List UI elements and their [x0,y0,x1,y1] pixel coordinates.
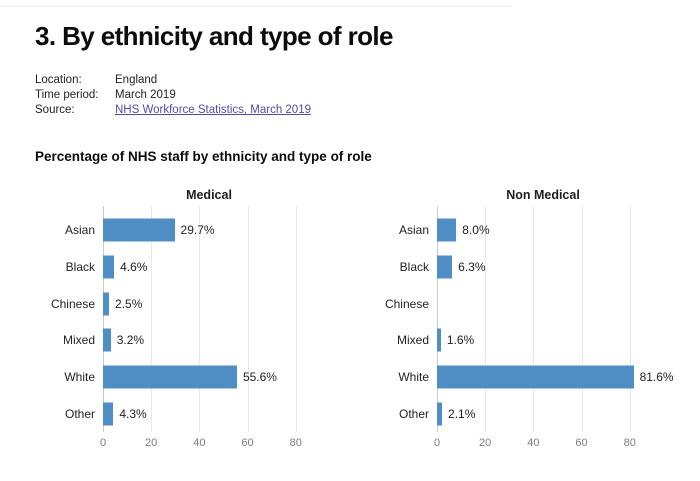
value-label-mixed: 3.2% [116,333,145,348]
meta-label-location: Location: [35,74,82,86]
category-label-white: White [64,370,95,385]
category-label-chinese: Chinese [384,296,429,311]
chart-title-non-medical: Non Medical [506,188,580,202]
x-tick-label: 20 [479,437,492,449]
chart-panel-medical: Medical Asian Black Chinese Mixed White Other… [35,188,315,458]
bar-row-mixed: 3.2% [103,322,385,359]
value-label-white: 81.6% [639,370,674,385]
gridline [533,206,535,432]
meta-label-source: Source: [35,104,75,116]
bar-rows: 29.7% 4.6% 2.5% 3.2% 55.6% 4.3% [103,212,385,432]
gridline [199,206,201,432]
bar-row-other: 2.1% [437,395,700,432]
x-tick-label: 0 [99,437,107,449]
bar-row-asian: 29.7% [103,212,385,249]
bar-row-white: 55.6% [103,359,385,396]
page-title: 3. By ethnicity and type of role [35,21,393,51]
gridline [629,206,631,432]
bar-row-asian: 8.0% [437,212,700,249]
category-axis: Asian Black Chinese Mixed White Other [369,212,429,432]
bar-chinese [103,292,110,316]
chart-title-medical: Medical [186,188,232,202]
gridline [295,206,297,432]
x-tick-label: 0 [433,437,441,449]
bar-row-other: 4.3% [103,395,385,432]
x-tick-label: 60 [575,437,588,449]
bar-row-black: 4.6% [103,249,385,286]
gridline [247,206,249,432]
bar-row-chinese [437,285,700,322]
axis-zero-line [437,206,438,432]
value-label-chinese: 2.5% [115,296,143,311]
x-tick-label: 40 [527,437,540,449]
category-label-chinese: Chinese [50,296,95,311]
bar-mixed [437,328,441,352]
category-label-white: White [398,370,429,385]
category-label-asian: Asian [398,223,429,238]
chart-heading: Percentage of NHS staff by ethnicity and… [35,149,372,164]
metadata-block: Location: England Time period: March 201… [35,73,311,118]
value-label-asian: 8.0% [462,223,490,238]
bar-row-chinese: 2.5% [103,285,385,322]
x-tick-label: 40 [193,437,206,449]
bar-mixed [103,328,111,352]
value-label-other: 4.3% [119,406,147,421]
bar-other [437,402,443,426]
bar-other [103,402,114,426]
gridline [485,206,487,432]
bar-white [437,365,634,389]
gridline [581,206,583,432]
meta-row-time-period: Time period: March 2019 [35,88,311,103]
bar-row-white: 81.6% [437,359,700,396]
meta-row-source: Source: NHS Workforce Statistics, March … [35,103,311,118]
plot-area-medical: 29.7% 4.6% 2.5% 3.2% 55.6% 4.3% [103,206,315,432]
x-axis-ticks: 0 20 40 60 80 [433,437,649,451]
category-axis: Asian Black Chinese Mixed White Other [35,212,95,432]
bar-rows: 8.0% 6.3% 1.6% 81.6% 2.1% [437,212,700,432]
category-label-black: Black [399,260,429,274]
x-tick-label: 80 [623,437,636,449]
bar-asian [103,218,175,242]
value-label-asian: 29.7% [180,223,215,238]
x-tick-label: 80 [289,437,302,449]
top-divider [0,6,512,7]
bar-asian [437,218,457,242]
category-label-black: Black [65,260,95,274]
plot-area-non-medical: 8.0% 6.3% 1.6% 81.6% 2.1% [437,206,674,432]
bar-black [103,255,115,279]
gridline [151,206,153,432]
category-label-mixed: Mixed [396,333,429,348]
x-tick-label: 60 [241,437,254,449]
value-label-white: 55.6% [242,370,277,385]
bar-white [103,365,237,389]
bar-row-black: 6.3% [437,249,700,286]
source-link[interactable]: NHS Workforce Statistics, March 2019 [115,104,311,116]
value-label-other: 2.1% [448,406,476,421]
meta-row-location: Location: England [35,73,311,88]
category-label-mixed: Mixed [62,333,95,348]
category-label-other: Other [398,406,429,421]
meta-label-time-period: Time period: [35,89,99,101]
value-label-mixed: 1.6% [446,333,475,348]
x-axis-ticks: 0 20 40 60 80 [99,437,315,451]
bar-row-mixed: 1.6% [437,322,700,359]
value-label-black: 6.3% [458,260,486,274]
meta-value-time-period: March 2019 [115,89,176,101]
category-label-other: Other [64,406,95,421]
chart-panel-non-medical: Non Medical Asian Black Chinese Mixed White O… [369,188,674,458]
meta-value-location: England [115,74,158,86]
axis-zero-line [103,206,104,432]
x-tick-label: 20 [145,437,158,449]
value-label-black: 4.6% [120,260,148,274]
category-label-asian: Asian [64,223,95,238]
bar-black [437,255,453,279]
